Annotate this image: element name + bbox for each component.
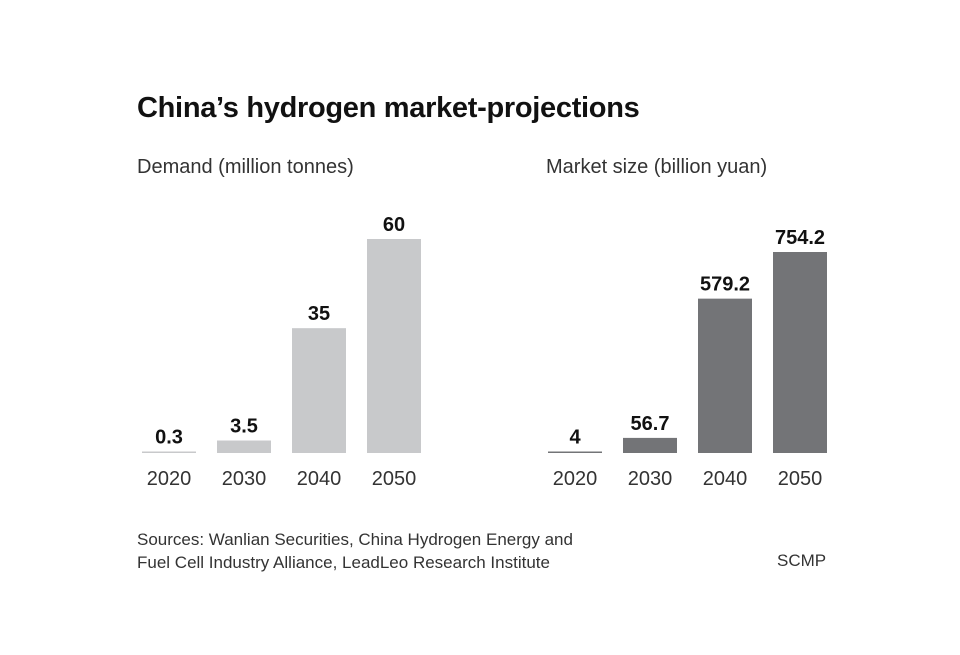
demand-category-label-2020: 2020	[147, 468, 192, 490]
market-bar-2020	[548, 451, 602, 453]
demand-bar-2050	[367, 239, 421, 453]
market-value-label-2050: 754.2	[775, 227, 825, 249]
demand-category-label-2040: 2040	[297, 468, 342, 490]
demand-bar-2040	[292, 328, 346, 453]
market-bar-2050	[773, 252, 827, 453]
market-size-chart: 4 2020 56.7 2030 579.2 2040 754.2 2050	[548, 227, 827, 490]
sources-note: Sources: Wanlian Securities, China Hydro…	[137, 528, 657, 574]
market-size-chart-title: Market size (billion yuan)	[546, 156, 768, 178]
market-value-label-2020: 4	[569, 427, 581, 449]
market-category-label-2040: 2040	[703, 468, 748, 490]
market-value-label-2040: 579.2	[700, 274, 750, 296]
demand-category-label-2030: 2030	[222, 468, 267, 490]
market-bar-2040	[698, 298, 752, 453]
sources-line-2: Fuel Cell Industry Alliance, LeadLeo Res…	[137, 553, 550, 572]
demand-value-label-2030: 3.5	[230, 416, 258, 438]
demand-chart: 0.3 2020 3.5 2030 35 2040 60 2050	[142, 214, 421, 490]
demand-category-label-2050: 2050	[372, 468, 417, 490]
sources-line-1: Sources: Wanlian Securities, China Hydro…	[137, 530, 573, 549]
chart-title: China’s hydrogen market-projections	[137, 92, 640, 124]
market-category-label-2020: 2020	[553, 468, 598, 490]
market-category-label-2030: 2030	[628, 468, 673, 490]
demand-value-label-2050: 60	[383, 214, 405, 236]
demand-value-label-2020: 0.3	[155, 427, 183, 449]
market-category-label-2050: 2050	[778, 468, 823, 490]
demand-bar-2030	[217, 440, 271, 453]
market-value-label-2030: 56.7	[631, 413, 670, 435]
demand-bar-2020	[142, 451, 196, 453]
market-bar-2030	[623, 437, 677, 453]
demand-chart-title: Demand (million tonnes)	[137, 156, 354, 178]
credit-label: SCMP	[777, 551, 827, 570]
demand-value-label-2040: 35	[308, 303, 330, 325]
